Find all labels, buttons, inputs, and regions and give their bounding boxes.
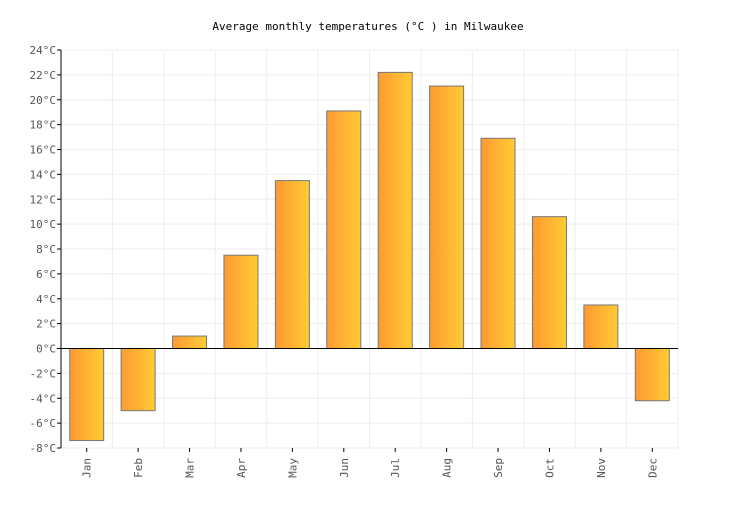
y-tick-label: 12°C xyxy=(30,193,57,206)
y-tick-label: -6°C xyxy=(30,417,57,430)
y-tick-label: 0°C xyxy=(36,343,56,356)
bar-nov xyxy=(583,304,619,349)
bar-jan xyxy=(69,348,105,442)
bar-feb xyxy=(120,348,156,412)
y-tick-label: -8°C xyxy=(30,442,57,455)
y-tick-label: 8°C xyxy=(36,243,56,256)
y-tick-label: 20°C xyxy=(30,94,57,107)
x-tick-label: Jul xyxy=(389,458,402,478)
x-tick-label: Jan xyxy=(81,458,94,478)
bar-mar xyxy=(172,335,208,349)
y-tick-label: -4°C xyxy=(30,392,57,405)
y-tick-label: 16°C xyxy=(30,144,57,157)
x-tick-label: Jun xyxy=(338,458,351,478)
x-tick-label: Mar xyxy=(184,458,197,478)
bar-apr xyxy=(223,254,259,349)
x-tick-label: Nov xyxy=(595,458,608,478)
x-tick-label: Apr xyxy=(235,458,248,478)
x-tick-label: Feb xyxy=(132,458,145,478)
y-tick-label: 2°C xyxy=(36,318,56,331)
x-tick-label: Dec xyxy=(646,458,659,478)
y-tick-label: 6°C xyxy=(36,268,56,281)
y-tick-label: -2°C xyxy=(30,367,57,380)
y-tick-label: 10°C xyxy=(30,218,57,231)
y-tick-label: 14°C xyxy=(30,168,57,181)
bar-aug xyxy=(429,85,465,349)
y-tick-label: 22°C xyxy=(30,69,57,82)
bar-may xyxy=(274,180,310,349)
bar-sep xyxy=(480,137,516,349)
bar-dec xyxy=(634,348,670,402)
x-tick-label: Aug xyxy=(441,458,454,478)
y-tick-label: 24°C xyxy=(30,44,57,57)
x-tick-label: May xyxy=(286,458,299,478)
y-tick-label: 18°C xyxy=(30,119,57,132)
bar-jun xyxy=(326,110,362,349)
y-tick-label: 4°C xyxy=(36,293,56,306)
bar-jul xyxy=(377,71,413,349)
x-tick-label: Sep xyxy=(492,458,505,478)
x-tick-label: Oct xyxy=(543,458,556,478)
chart-title: Average monthly temperatures (°C ) in Mi… xyxy=(212,20,523,33)
bar-oct xyxy=(531,216,567,349)
